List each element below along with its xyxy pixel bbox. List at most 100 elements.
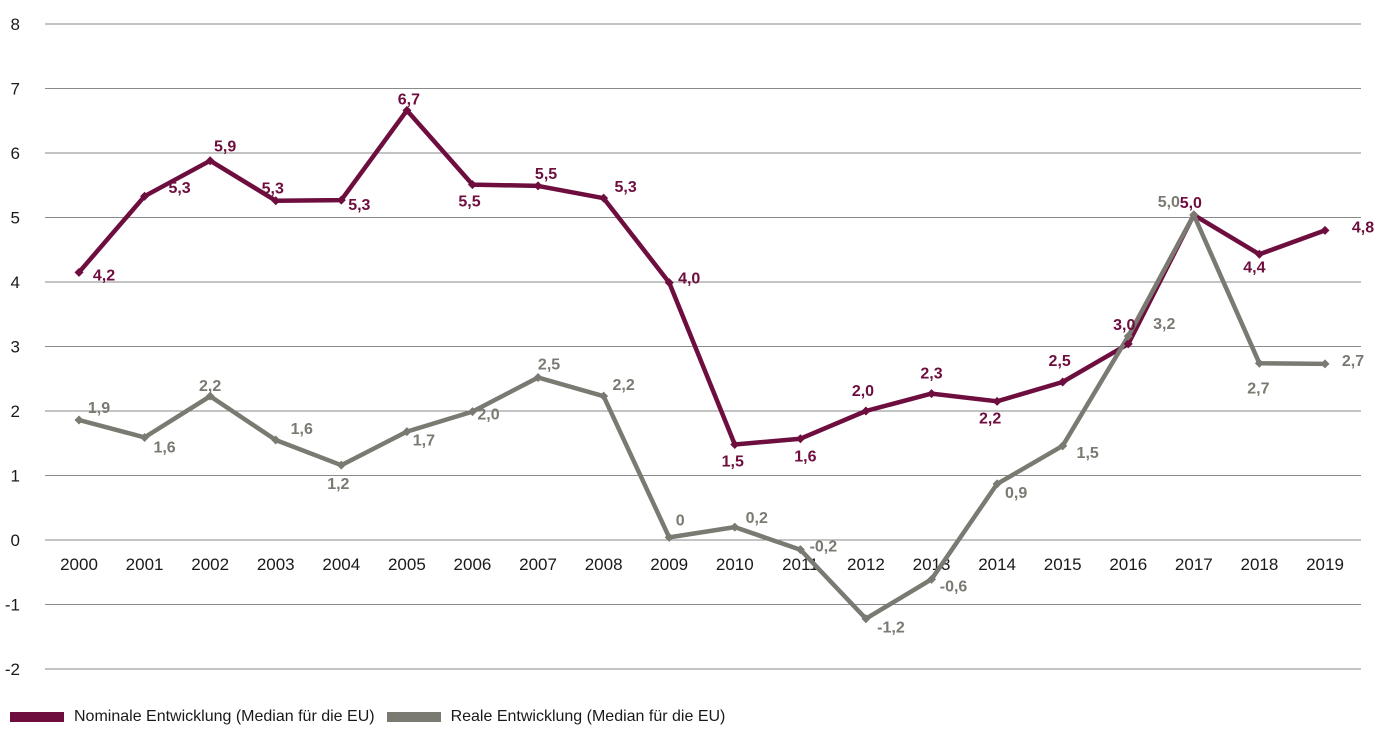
data-point xyxy=(927,389,937,399)
data-point xyxy=(336,195,346,205)
data-label: 1,6 xyxy=(153,439,175,456)
data-point xyxy=(1320,359,1330,369)
data-point xyxy=(1189,210,1199,220)
data-label: 2,5 xyxy=(1049,353,1071,370)
x-tick-label: 2019 xyxy=(1306,555,1344,574)
y-axis-ticks: 8 7 6 5 4 3 2 1 0 -1 -2 xyxy=(5,15,20,679)
data-point xyxy=(74,267,84,277)
data-label: 1,6 xyxy=(794,449,816,466)
x-tick-label: 2002 xyxy=(191,555,229,574)
data-label: 2,7 xyxy=(1342,353,1364,370)
y-tick-label: 0 xyxy=(11,531,20,550)
data-point xyxy=(599,193,609,203)
x-tick-label: 2012 xyxy=(847,555,885,574)
data-label: 2,2 xyxy=(613,377,635,394)
series-lines xyxy=(77,108,1326,621)
x-tick-label: 2014 xyxy=(978,555,1016,574)
data-label: 1,7 xyxy=(413,433,435,450)
x-tick-label: 2003 xyxy=(257,555,295,574)
y-tick-label: 5 xyxy=(11,209,20,228)
data-point xyxy=(1058,441,1068,451)
x-tick-label: 2004 xyxy=(322,555,360,574)
data-point xyxy=(664,532,674,542)
data-label: 2,2 xyxy=(199,378,221,395)
data-label: 4,8 xyxy=(1352,219,1374,236)
data-point xyxy=(861,614,871,624)
data-label: -0,2 xyxy=(810,539,838,556)
x-tick-label: 2009 xyxy=(650,555,688,574)
data-labels: 4,2 5,3 5,9 5,3 5,3 6,7 5,5 5,5 5,3 4,0 1,5 1,6 2,0 2… xyxy=(88,91,1374,636)
data-label: 4,0 xyxy=(678,271,700,288)
data-label: 2,3 xyxy=(920,366,942,383)
data-label: 6,7 xyxy=(398,91,420,108)
legend-label-nominal: Nominale Entwicklung (Median für die EU) xyxy=(74,708,375,725)
data-point xyxy=(467,407,477,417)
data-point xyxy=(992,396,1002,406)
y-tick-label: 3 xyxy=(11,338,20,357)
y-tick-label: 4 xyxy=(11,273,20,292)
data-point xyxy=(1058,377,1068,387)
data-label: 2,0 xyxy=(852,383,874,400)
x-tick-label: 2018 xyxy=(1241,555,1279,574)
data-label: 2,7 xyxy=(1247,380,1269,397)
x-tick-label: 2001 xyxy=(126,555,164,574)
data-point xyxy=(205,391,215,401)
data-label: 2,2 xyxy=(979,410,1001,427)
legend-item-nominal: Nominale Entwicklung (Median für die EU) xyxy=(10,708,375,726)
data-point xyxy=(599,391,609,401)
data-label: 2,5 xyxy=(538,356,560,373)
data-label: 0 xyxy=(676,512,685,529)
data-point xyxy=(271,435,281,445)
data-point xyxy=(140,191,150,201)
data-label: 5,3 xyxy=(348,197,370,214)
data-label: 5,3 xyxy=(168,180,190,197)
data-label: 0,2 xyxy=(746,510,768,527)
data-point xyxy=(1123,331,1133,341)
data-point xyxy=(1320,225,1330,235)
data-point xyxy=(336,460,346,470)
data-point xyxy=(730,440,740,450)
data-point xyxy=(795,545,805,555)
series-line-nominal xyxy=(77,108,1326,447)
x-tick-label: 2016 xyxy=(1109,555,1147,574)
data-label: 1,6 xyxy=(291,421,313,438)
x-tick-label: 2017 xyxy=(1175,555,1213,574)
data-label: 3,2 xyxy=(1153,316,1175,333)
data-point xyxy=(795,434,805,444)
data-point xyxy=(992,479,1002,489)
gridlines xyxy=(45,23,1361,670)
data-label: 4,4 xyxy=(1243,259,1265,276)
legend-swatch-nominal xyxy=(10,712,64,722)
data-point xyxy=(140,432,150,442)
x-axis-ticks: 2000 2001 2002 2003 2004 2005 2006 2007 2008 2009… xyxy=(60,555,1344,574)
x-tick-label: 2007 xyxy=(519,555,557,574)
data-point xyxy=(533,181,543,191)
legend-item-real: Reale Entwicklung (Median für die EU) xyxy=(386,708,725,726)
data-label: 0,9 xyxy=(1005,485,1027,502)
x-tick-label: 2010 xyxy=(716,555,754,574)
legend-swatch-real xyxy=(386,712,441,722)
data-label: 5,0 xyxy=(1180,195,1202,212)
data-point xyxy=(1254,358,1264,368)
data-label: 1,5 xyxy=(1077,445,1099,462)
data-point xyxy=(1123,339,1133,349)
x-tick-label: 2000 xyxy=(60,555,98,574)
data-point xyxy=(927,574,937,584)
data-label: 5,0 xyxy=(1158,194,1180,211)
y-tick-label: 7 xyxy=(11,80,20,99)
y-tick-label: -1 xyxy=(5,596,20,615)
data-point xyxy=(205,156,215,166)
legend: Nominale Entwicklung (Median für die EU)… xyxy=(10,708,737,726)
data-point xyxy=(74,415,84,425)
series-line-real xyxy=(78,212,1326,621)
data-label: -0,6 xyxy=(940,578,968,595)
series-points xyxy=(74,105,1330,624)
data-label: 1,9 xyxy=(88,400,110,417)
data-point xyxy=(1254,249,1264,259)
data-point xyxy=(664,278,674,288)
x-tick-label: 2005 xyxy=(388,555,426,574)
data-label: 5,5 xyxy=(458,194,480,211)
y-tick-label: 8 xyxy=(11,15,20,34)
data-point xyxy=(402,427,412,437)
